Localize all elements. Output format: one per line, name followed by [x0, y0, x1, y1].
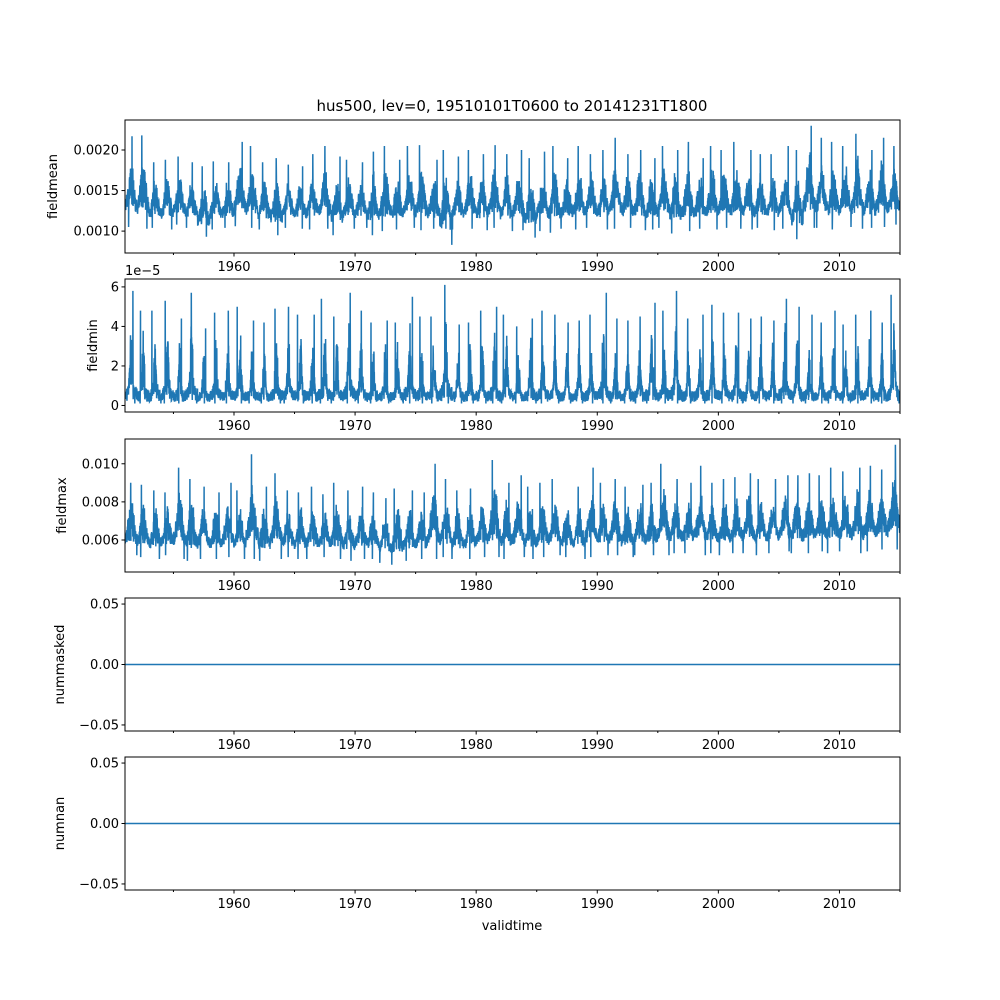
y-tick-label: 0.05: [90, 598, 119, 613]
x-tick-label: 1960: [217, 260, 250, 275]
x-tick-label: 1990: [581, 579, 614, 594]
x-tick-label: 1990: [581, 897, 614, 912]
x-tick-label: 1970: [339, 260, 372, 275]
x-tick-label: 1980: [460, 897, 493, 912]
x-tick-label: 1970: [339, 738, 372, 753]
x-tick-label: 1980: [460, 260, 493, 275]
x-tick-label: 1980: [460, 579, 493, 594]
y-tick-label: 0.0010: [74, 225, 120, 240]
panel-fieldmin: 0 2 4 6 fieldmin 1e−5 1960 1970 1980 1990 2000 2010: [86, 264, 901, 434]
x-tick-label: 2000: [702, 579, 735, 594]
panel-nummasked: −0.05 0.00 0.05 nummasked 1960 1970 1980 1990 20…: [53, 597, 901, 753]
y-tick-label: 2: [111, 359, 119, 374]
x-tick-label: 2010: [823, 579, 856, 594]
y-tick-label: 0.05: [90, 757, 119, 772]
x-tick-label: 2000: [702, 897, 735, 912]
y-tick-label: −0.05: [79, 877, 119, 892]
x-tick-label: 2010: [823, 260, 856, 275]
y-tick-label: 0.00: [90, 658, 119, 673]
x-tick-label: 2010: [823, 419, 856, 434]
axes-frame: [124, 119, 901, 254]
x-tick-label: 1960: [217, 579, 250, 594]
x-tick-label: 1970: [339, 579, 372, 594]
y-tick-label: 0.0015: [74, 184, 120, 199]
y-tick-label: 0.00: [90, 817, 119, 832]
y-axis-label: fieldmin: [86, 319, 101, 372]
x-tick-label: 1970: [339, 897, 372, 912]
panel-fieldmean: 0.0010 0.0015 0.0020 fieldmean 1960 1970 1980 1…: [46, 119, 901, 275]
x-tick-label: 1980: [460, 419, 493, 434]
x-tick-label: 2000: [702, 419, 735, 434]
x-tick-label: 1960: [217, 897, 250, 912]
y-tick-label: 0.010: [82, 457, 119, 472]
panel-numnan: −0.05 0.00 0.05 numnan 1960 1970 1980 1990 2000 2…: [53, 756, 901, 912]
series-line-fieldmax: [125, 444, 900, 565]
y-offset-label: 1e−5: [125, 264, 160, 279]
x-tick-label: 2000: [702, 738, 735, 753]
series-line-fieldmean: [125, 125, 900, 245]
y-tick-label: 0.006: [82, 533, 119, 548]
y-axis-label: nummasked: [53, 625, 68, 705]
x-tick-label: 1960: [217, 419, 250, 434]
x-tick-label: 1960: [217, 738, 250, 753]
y-tick-label: 6: [111, 280, 119, 295]
panel-fieldmax: 0.006 0.008 0.010 fieldmax 1960 1970 1980 1990 2…: [55, 438, 901, 594]
x-tick-label: 1980: [460, 738, 493, 753]
x-tick-label: 2010: [823, 897, 856, 912]
y-tick-label: 0: [111, 399, 119, 414]
y-axis-label: numnan: [53, 797, 68, 851]
y-tick-label: −0.05: [79, 718, 119, 733]
y-axis-label: fieldmax: [55, 477, 70, 534]
x-tick-label: 2010: [823, 738, 856, 753]
x-tick-label: 1990: [581, 260, 614, 275]
chart-title: hus500, lev=0, 19510101T0600 to 20141231…: [317, 97, 708, 115]
y-tick-label: 0.008: [82, 495, 119, 510]
axes-frame: [124, 438, 901, 573]
series-line-fieldmin: [125, 284, 900, 404]
y-axis-label: fieldmean: [46, 154, 61, 219]
x-tick-label: 2000: [702, 260, 735, 275]
x-axis-label: validtime: [482, 919, 543, 934]
y-tick-label: 4: [111, 320, 119, 335]
y-tick-label: 0.0020: [74, 144, 120, 159]
axes-frame: [124, 278, 901, 413]
x-tick-label: 1990: [581, 738, 614, 753]
x-tick-label: 1970: [339, 419, 372, 434]
x-tick-label: 1990: [581, 419, 614, 434]
